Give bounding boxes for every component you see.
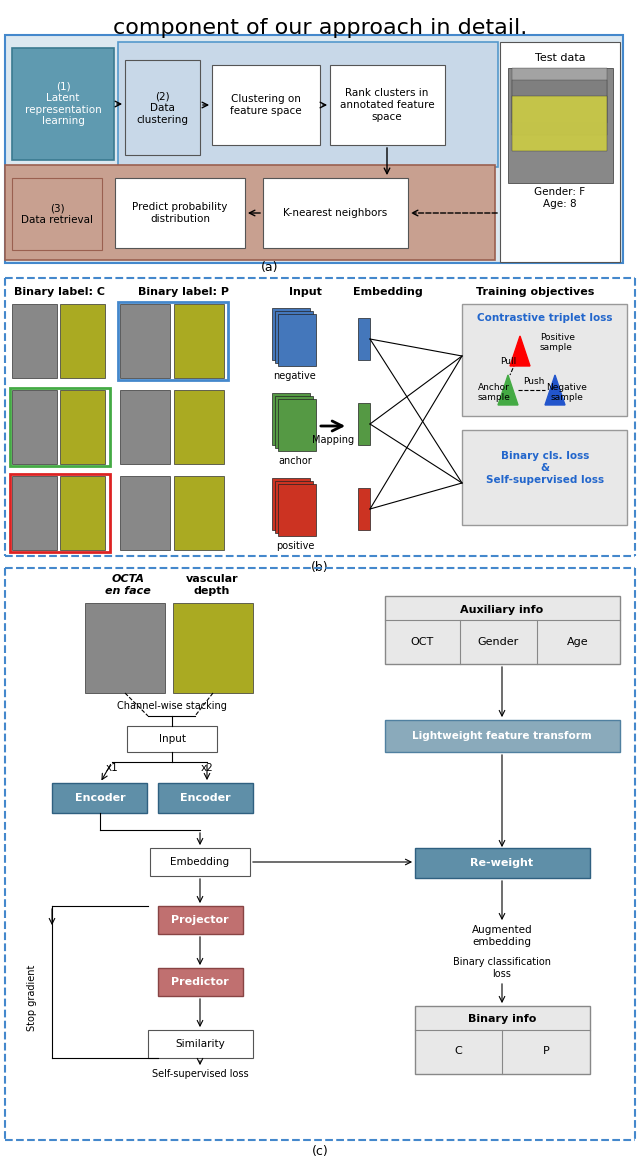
Text: (3)
Data retrieval: (3) Data retrieval (21, 204, 93, 224)
Bar (120, 476, 170, 550)
Bar (358, 488, 370, 530)
Bar (275, 395, 313, 448)
Text: Binary classification
loss: Binary classification loss (453, 957, 551, 979)
Text: Stop gradient: Stop gradient (27, 965, 37, 1032)
Bar (60, 390, 105, 464)
Bar (278, 484, 316, 536)
Text: Mapping: Mapping (312, 435, 354, 445)
Bar (115, 178, 245, 248)
Bar (512, 80, 607, 135)
Bar (125, 60, 200, 155)
Bar (5, 35, 623, 263)
Text: Augmented
embedding: Augmented embedding (472, 926, 532, 947)
Bar (275, 481, 313, 533)
Text: Re-weight: Re-weight (470, 858, 534, 868)
Bar (118, 302, 228, 380)
Polygon shape (545, 374, 565, 405)
Text: Push: Push (524, 378, 545, 386)
Bar (60, 476, 105, 550)
Text: Lightweight feature transform: Lightweight feature transform (412, 732, 592, 741)
Bar (85, 602, 165, 693)
Polygon shape (510, 336, 530, 366)
Bar (385, 720, 620, 752)
Bar (272, 478, 310, 530)
Text: Training objectives: Training objectives (476, 287, 594, 297)
Bar (330, 65, 445, 145)
Bar (462, 304, 627, 416)
Text: C: C (454, 1046, 462, 1056)
Bar (60, 304, 105, 378)
Bar (120, 390, 170, 464)
Bar (174, 390, 224, 464)
Bar (5, 165, 495, 261)
Bar (415, 1006, 590, 1073)
Bar (275, 311, 313, 363)
Text: Negative: Negative (547, 384, 588, 392)
Text: Input: Input (289, 287, 321, 297)
Text: Encoder: Encoder (75, 793, 125, 802)
Bar (10, 475, 110, 552)
Bar (415, 848, 590, 878)
Text: Embedding: Embedding (170, 857, 230, 866)
Bar (52, 783, 147, 813)
Text: Binary label: C: Binary label: C (15, 287, 106, 297)
Bar (500, 42, 620, 262)
Text: (b): (b) (311, 562, 329, 575)
Text: Positive: Positive (540, 334, 575, 342)
Bar (127, 726, 217, 752)
Bar (174, 476, 224, 550)
Text: Contrastive triplet loss: Contrastive triplet loss (477, 313, 612, 323)
Text: Gender: Gender (477, 637, 518, 647)
Bar (158, 906, 243, 934)
Text: Binary info: Binary info (468, 1014, 536, 1023)
Text: Input: Input (159, 734, 186, 744)
Text: K-nearest neighbors: K-nearest neighbors (283, 208, 387, 217)
Bar (120, 304, 170, 378)
Text: vascular
depth: vascular depth (186, 575, 238, 595)
Text: Predictor: Predictor (171, 977, 229, 987)
Text: Age: Age (567, 637, 589, 647)
Text: sample: sample (540, 343, 573, 352)
Bar (512, 67, 607, 123)
Text: positive: positive (276, 541, 314, 551)
Text: Embedding: Embedding (353, 287, 423, 297)
Text: Binary cls. loss
&
Self-supervised loss: Binary cls. loss & Self-supervised loss (486, 451, 604, 485)
Bar (358, 404, 370, 445)
Bar (278, 314, 316, 366)
Text: Test data: Test data (534, 53, 586, 63)
Bar (5, 278, 635, 556)
Bar (508, 67, 613, 183)
Text: Predict probability
distribution: Predict probability distribution (132, 202, 228, 223)
Text: component of our approach in detail.: component of our approach in detail. (113, 17, 527, 38)
Text: Rank clusters in
annotated feature
space: Rank clusters in annotated feature space (340, 88, 435, 122)
Bar (12, 178, 102, 250)
Bar (12, 390, 57, 464)
Text: Channel-wise stacking: Channel-wise stacking (117, 701, 227, 711)
Text: Similarity: Similarity (175, 1039, 225, 1049)
Bar (118, 42, 498, 167)
Bar (462, 430, 627, 525)
Text: x2: x2 (200, 763, 213, 773)
Bar (512, 97, 607, 151)
Bar (148, 1030, 253, 1058)
Text: Projector: Projector (171, 915, 229, 925)
Bar (174, 304, 224, 378)
Text: Binary label: P: Binary label: P (138, 287, 228, 297)
Bar (12, 304, 57, 378)
Bar (5, 568, 635, 1140)
Bar (278, 399, 316, 451)
Text: (c): (c) (312, 1146, 328, 1158)
Text: OCTA
en face: OCTA en face (105, 575, 151, 595)
Text: Anchor: Anchor (478, 384, 510, 392)
Bar (358, 317, 370, 361)
Text: OCT: OCT (410, 637, 434, 647)
Bar (12, 48, 114, 160)
Text: (1)
Latent
representation
learning: (1) Latent representation learning (24, 81, 101, 127)
Text: Gender: F
Age: 8: Gender: F Age: 8 (534, 187, 586, 209)
Text: (2)
Data
clustering: (2) Data clustering (136, 92, 188, 124)
Text: Self-supervised loss: Self-supervised loss (152, 1069, 248, 1079)
Bar (173, 602, 253, 693)
Bar (158, 783, 253, 813)
Bar (272, 393, 310, 445)
Text: Pull: Pull (500, 357, 516, 365)
